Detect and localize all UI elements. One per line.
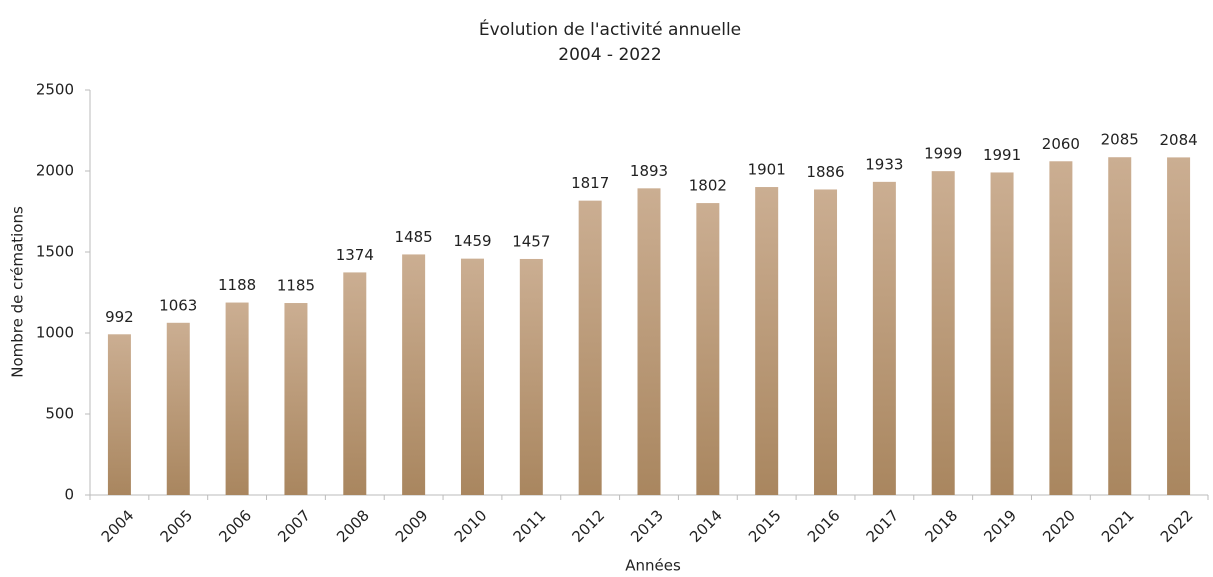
bar [402,254,426,495]
data-label: 1185 [277,277,315,295]
x-tick-label: 2018 [921,506,961,546]
bar [343,272,367,495]
data-label: 1991 [983,146,1021,164]
data-label: 1374 [336,246,374,264]
x-tick-label: 2007 [274,506,314,546]
y-tick-label: 1000 [36,324,74,342]
data-label: 1485 [395,228,433,246]
data-label: 1063 [159,296,197,314]
x-tick-label: 2005 [157,506,197,546]
data-label: 1901 [748,161,786,179]
x-tick-label: 2009 [392,506,432,546]
x-tick-label: 2012 [568,506,608,546]
x-tick-label: 2022 [1157,506,1197,546]
x-tick-label: 2008 [333,506,373,546]
chart-subtitle: 2004 - 2022 [558,45,661,65]
bar [1108,157,1132,496]
y-tick-label: 2000 [36,162,74,180]
data-label: 1999 [924,145,962,163]
data-label: 1459 [453,232,491,250]
data-label: 1188 [218,276,256,294]
data-label: 1817 [571,174,609,192]
bar [755,187,779,495]
bar [225,302,249,495]
data-label: 1802 [689,177,727,195]
y-tick-label: 500 [45,405,74,423]
data-label: 1933 [865,155,903,173]
x-tick-label: 2016 [804,506,844,546]
x-tick-label: 2021 [1098,506,1138,546]
data-label: 2084 [1159,131,1197,149]
chart-title: Évolution de l'activité annuelle [479,18,741,40]
bar [637,188,661,496]
x-axis-label: Années [625,557,681,575]
y-axis-label: Nombre de crémations [9,206,27,378]
x-tick-label: 2019 [980,506,1020,546]
x-tick-label: 2010 [451,506,491,546]
y-tick-label: 2500 [36,81,74,99]
data-label: 1886 [806,163,844,181]
bar [1049,161,1073,495]
bar [814,189,838,495]
y-tick-label: 1500 [36,243,74,261]
x-tick-label: 2017 [863,506,903,546]
bar [519,258,543,495]
bar [284,303,308,495]
bar [1167,157,1191,495]
x-tick-label: 2015 [745,506,785,546]
bar [872,181,896,495]
data-label: 1457 [512,232,550,250]
x-tick-label: 2006 [215,506,255,546]
bar [578,200,602,495]
data-label: 1893 [630,162,668,180]
bar [107,334,131,495]
bar [931,171,955,496]
y-tick-label: 0 [64,486,74,504]
bar [460,258,484,495]
bar [990,172,1014,495]
x-tick-label: 2011 [510,506,550,546]
x-tick-label: 2013 [627,506,667,546]
x-tick-label: 2014 [686,506,726,546]
x-tick-label: 2004 [98,506,138,546]
data-label: 2060 [1042,135,1080,153]
data-label: 2085 [1101,131,1139,149]
data-label: 992 [105,308,134,326]
x-tick-label: 2020 [1039,506,1079,546]
bar [166,322,190,495]
bar [696,203,720,496]
